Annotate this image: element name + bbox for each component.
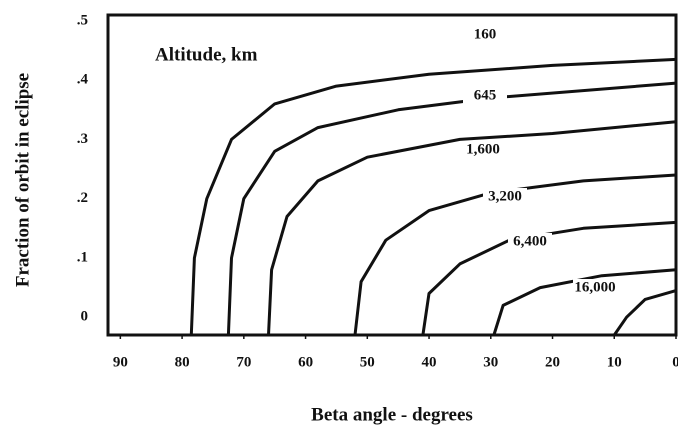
curve-label: 16,000	[574, 279, 615, 295]
curve	[267, 120, 677, 336]
curve	[421, 220, 677, 336]
y-axis-title: Fraction of orbit in eclipse	[12, 73, 33, 287]
x-tick-label: 20	[545, 354, 560, 370]
y-tick-label: .2	[77, 190, 88, 206]
curve	[613, 289, 677, 336]
curve-label: 645	[474, 87, 497, 103]
annotation: Altitude, km	[155, 44, 258, 65]
x-tick-label: 60	[298, 354, 313, 370]
curve	[226, 81, 677, 336]
label-bg	[508, 233, 552, 251]
x-axis-title: Beta angle - degrees	[311, 404, 473, 425]
y-tick-label: .4	[77, 72, 89, 88]
label-bg	[483, 188, 527, 206]
y-tick-label: .5	[77, 12, 88, 28]
curve	[492, 268, 677, 336]
curve-label: 6,400	[513, 233, 547, 249]
y-tick-label: .3	[77, 131, 88, 147]
x-tick-label: 70	[236, 354, 251, 370]
label-bg	[463, 26, 507, 44]
label-bg	[573, 279, 617, 297]
x-tick-label: 40	[422, 354, 437, 370]
x-tick-label: 80	[175, 354, 190, 370]
x-tick-label: 90	[113, 354, 128, 370]
label-bg	[463, 87, 507, 105]
label-bg	[461, 141, 505, 159]
curve-label: 1,600	[466, 141, 500, 157]
curve-label: 160	[474, 26, 497, 42]
curve	[353, 173, 677, 336]
y-tick-label: .1	[77, 249, 88, 265]
x-tick-label: 10	[607, 354, 622, 370]
y-tick-label: 0	[81, 309, 89, 325]
x-tick-label: 50	[360, 354, 375, 370]
x-tick-label: 0	[672, 354, 678, 370]
x-tick-label: 30	[483, 354, 498, 370]
curve-label: 3,200	[488, 188, 522, 204]
curve	[189, 57, 677, 336]
